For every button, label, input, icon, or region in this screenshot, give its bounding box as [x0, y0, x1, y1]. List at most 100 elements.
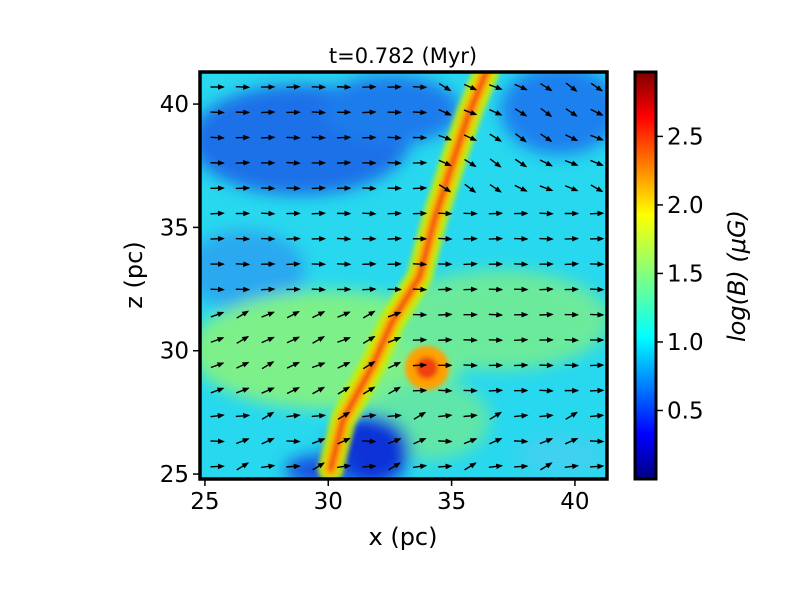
field-arrow [489, 411, 503, 420]
field-arrow [286, 235, 301, 242]
field-arrow [311, 438, 326, 445]
field-arrow [210, 286, 225, 293]
field-arrow [590, 184, 604, 193]
field-arrow [235, 261, 251, 267]
field-arrow [388, 462, 401, 471]
field-arrow [412, 286, 428, 293]
field-arrow [235, 185, 251, 191]
field-arrow [438, 82, 452, 92]
field-arrow [236, 335, 250, 344]
field-arrow [438, 311, 453, 318]
field-arrow [286, 361, 301, 369]
field-arrow [514, 108, 528, 117]
field-arrow [261, 387, 275, 394]
field-arrow [514, 184, 528, 192]
field-arrow [565, 82, 578, 92]
field-arrow [539, 159, 553, 167]
field-arrow [286, 84, 301, 90]
colorbar-tick-label: 2.0 [667, 193, 704, 219]
colorbar [633, 70, 658, 481]
field-arrow [261, 437, 275, 445]
field-arrow [489, 158, 502, 168]
field-arrow [564, 159, 579, 166]
field-arrow [362, 386, 376, 395]
field-arrow [589, 463, 605, 470]
field-arrow [210, 413, 225, 419]
field-arrow [540, 133, 553, 143]
field-arrow [261, 109, 276, 116]
field-arrow [337, 337, 351, 343]
x-tick-label: 40 [560, 489, 589, 515]
field-arrow [362, 335, 376, 344]
field-arrow [362, 286, 377, 293]
colorbar-ticks: 0.5 1.0 1.5 2.0 2.5 [656, 124, 704, 424]
field-arrow [286, 261, 301, 267]
field-arrow [210, 463, 225, 470]
field-arrow [261, 311, 275, 318]
field-arrow [210, 438, 225, 445]
field-arrow [337, 437, 351, 445]
low-field-region [515, 435, 605, 475]
field-arrow [387, 311, 402, 318]
field-arrow [488, 84, 503, 90]
field-arrow [235, 160, 251, 166]
moderate-field-region [390, 270, 607, 370]
y-tick-label: 35 [160, 215, 189, 241]
field-arrow [286, 387, 300, 395]
field-arrow [387, 235, 402, 242]
field-arrow [489, 109, 503, 116]
field-arrow [210, 362, 225, 369]
field-arrow [236, 310, 250, 319]
field-arrow [261, 361, 275, 370]
field-arrow [286, 438, 301, 445]
chart-title: t=0.782 (Myr) [329, 44, 477, 68]
field-arrow [312, 336, 326, 344]
field-arrow [438, 236, 453, 242]
field-arrow [438, 134, 453, 141]
field-arrow [438, 387, 453, 394]
field-arrow [489, 133, 502, 142]
field-arrow [488, 387, 504, 394]
field-arrow [312, 462, 325, 471]
field-arrow [387, 160, 402, 166]
field-arrow [387, 413, 402, 419]
field-arrow [337, 386, 351, 395]
field-arrow [589, 286, 605, 293]
field-arrow [463, 438, 478, 445]
field-arrow [412, 84, 428, 90]
field-arrow [590, 108, 604, 116]
field-arrow [539, 210, 554, 217]
field-arrow [362, 185, 377, 192]
field-arrow [539, 185, 554, 192]
field-arrow [337, 361, 351, 369]
field-arrow [362, 210, 377, 217]
field-arrows [210, 82, 605, 471]
field-arrow [336, 236, 352, 242]
field-arrow [286, 160, 301, 166]
field-arrow [311, 185, 327, 191]
field-arrow [235, 413, 251, 419]
field-arrow [311, 413, 327, 419]
field-arrow [589, 413, 605, 419]
field-arrow [463, 413, 478, 419]
field-arrow [286, 463, 301, 470]
field-arrow [412, 261, 428, 267]
field-arrow [514, 413, 529, 419]
field-arrow [564, 437, 579, 445]
field-arrow [488, 463, 504, 470]
field-arrow [388, 386, 401, 395]
field-arrow [362, 438, 377, 445]
field-arrow [539, 387, 554, 394]
low-field-region [200, 230, 305, 310]
field-arrow [463, 83, 478, 91]
field-arrow [438, 413, 453, 419]
field-arrow [413, 437, 427, 445]
field-arrow [337, 411, 351, 420]
field-arrow [412, 185, 428, 191]
y-tick-label: 25 [160, 462, 189, 488]
field-arrow [589, 311, 605, 318]
field-arrow [312, 386, 326, 395]
field-arrow [539, 413, 554, 419]
field-arrow [438, 210, 453, 217]
